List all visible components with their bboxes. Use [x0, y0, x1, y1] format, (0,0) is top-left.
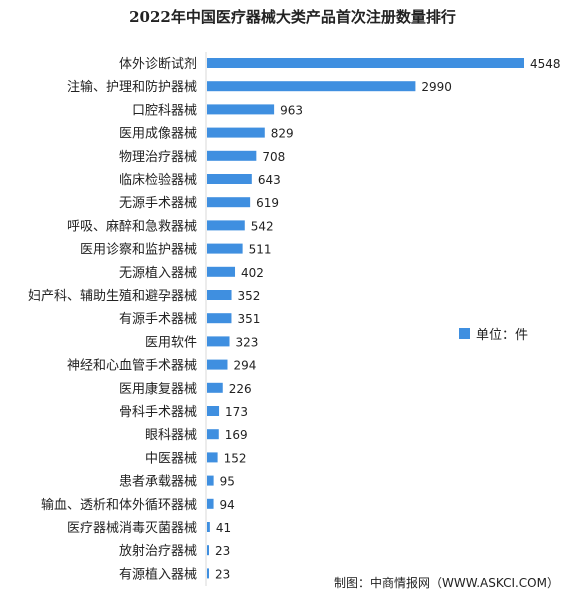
data-label: 2990 [421, 80, 452, 94]
category-label: 输血、透析和体外循环器械 [41, 497, 197, 513]
data-label: 169 [225, 428, 248, 442]
bar [207, 127, 265, 138]
data-label: 619 [256, 196, 279, 210]
data-label: 41 [216, 521, 231, 535]
bar [207, 522, 210, 532]
category-label: 妇产科、辅助生殖和避孕器械 [28, 288, 197, 304]
category-label: 口腔科器械 [132, 103, 197, 118]
bar [207, 359, 228, 370]
data-label: 226 [229, 382, 252, 396]
bar [207, 150, 257, 161]
category-label: 神经和心血管手术器械 [67, 359, 197, 374]
data-label: 542 [251, 219, 274, 233]
bar [207, 243, 243, 254]
category-label: 临床检验器械 [119, 172, 197, 188]
category-label: 有源手术器械 [119, 312, 197, 327]
data-label: 23 [215, 544, 230, 558]
category-label: 物理治疗器械 [119, 150, 197, 165]
data-label: 351 [237, 312, 260, 326]
data-label: 829 [271, 127, 294, 141]
data-label: 511 [249, 243, 272, 257]
bar [207, 452, 218, 463]
category-label: 体外诊断试剂 [119, 57, 197, 72]
legend-swatch [459, 328, 470, 339]
bar [207, 498, 214, 509]
category-label: 患者承载器械 [119, 475, 197, 490]
data-label: 323 [236, 335, 259, 349]
category-label: 注输、护理和防护器械 [67, 79, 197, 95]
data-label: 95 [220, 475, 235, 489]
data-label: 963 [280, 103, 303, 117]
bar [207, 290, 232, 300]
category-label: 医用软件 [145, 335, 197, 350]
category-label: 医用成像器械 [119, 127, 197, 142]
data-label: 152 [224, 451, 247, 465]
bar [207, 266, 236, 277]
category-label: 医用诊察和监护器械 [80, 243, 197, 258]
data-label: 402 [241, 266, 264, 280]
bar [207, 174, 252, 184]
bar [207, 406, 220, 416]
bar [207, 382, 223, 393]
category-label: 无源植入器械 [119, 266, 197, 281]
bar [207, 197, 251, 208]
legend-label: 单位：件 [476, 328, 529, 343]
bar [207, 220, 245, 231]
data-label: 94 [220, 498, 235, 512]
category-label: 有源植入器械 [119, 567, 197, 582]
category-label: 眼科器械 [145, 428, 197, 443]
bar [207, 58, 524, 68]
category-label: 医疗器械消毒灭菌器械 [67, 521, 197, 536]
bar [207, 429, 219, 440]
data-label: 708 [262, 150, 285, 164]
data-label: 643 [258, 173, 281, 187]
chart-title: 2022年中国医疗器械大类产品首次注册数量排行 [129, 8, 456, 26]
data-label: 352 [238, 289, 261, 303]
data-label: 23 [215, 567, 230, 581]
data-label: 4548 [530, 57, 561, 71]
bar [207, 81, 416, 92]
bars-group: 体外诊断试剂 4548 注输、护理和防护器械 2990 口腔科器械 963 医用成像器械 82… [28, 57, 561, 582]
category-label: 无源手术器械 [119, 196, 197, 211]
category-label: 中医器械 [145, 451, 197, 466]
legend: 单位：件 [459, 324, 528, 343]
category-label: 医用康复器械 [119, 381, 197, 397]
data-label: 294 [233, 359, 256, 373]
bar [207, 545, 209, 556]
category-label: 骨科手术器械 [119, 405, 197, 420]
bar [207, 568, 209, 579]
bar [207, 104, 275, 115]
data-label: 173 [225, 405, 248, 419]
source-note: 制图：中商情报网（WWW.ASKCI.COM） [334, 576, 559, 590]
bar [207, 475, 214, 486]
category-label: 呼吸、麻醉和急救器械 [67, 218, 197, 234]
bar [207, 313, 232, 324]
category-label: 放射治疗器械 [119, 543, 197, 559]
bar [207, 336, 230, 347]
